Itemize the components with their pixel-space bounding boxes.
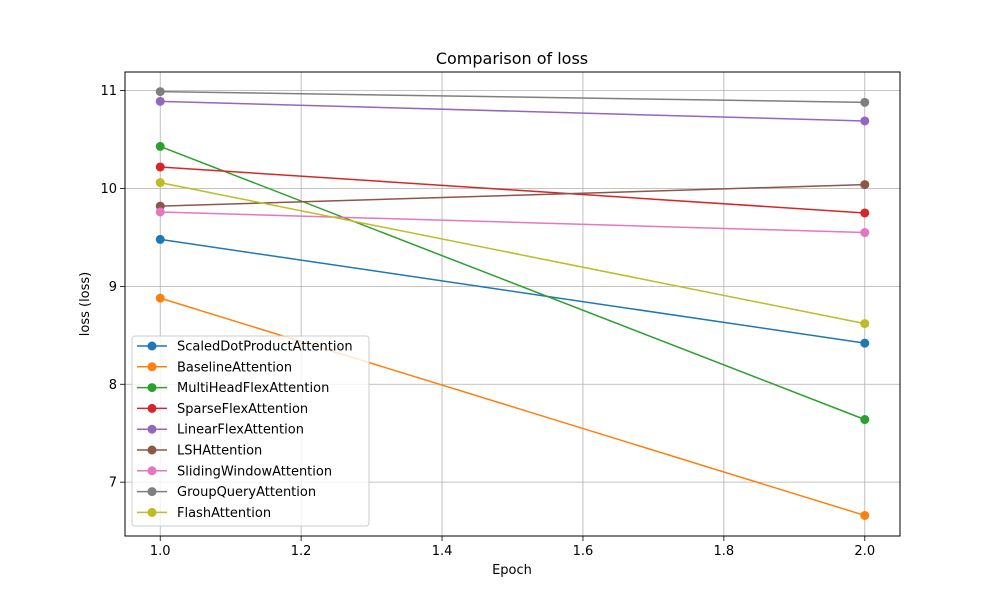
legend-item: GroupQueryAttention — [137, 485, 316, 500]
x-tick-label: 1.8 — [714, 544, 735, 559]
data-point — [155, 234, 165, 244]
data-point — [155, 141, 165, 151]
legend-swatch-marker — [147, 362, 157, 372]
data-point — [155, 178, 165, 188]
legend-label: SlidingWindowAttention — [177, 464, 332, 479]
series-lines — [155, 87, 870, 520]
series-8 — [155, 178, 870, 329]
legend-swatch-marker — [147, 403, 157, 413]
data-point — [860, 97, 870, 107]
series-7 — [155, 87, 870, 107]
data-point — [155, 96, 165, 106]
chart-title: Comparison of loss — [436, 49, 588, 68]
legend-swatch-marker — [147, 487, 157, 497]
series-2 — [155, 141, 870, 425]
legend-label: FlashAttention — [177, 506, 271, 521]
x-tick-label: 1.0 — [150, 544, 171, 559]
series-line — [160, 100, 865, 122]
x-tick-label: 2.0 — [854, 544, 875, 559]
legend-label: SparseFlexAttention — [177, 402, 308, 417]
data-point — [155, 87, 165, 97]
legend-item: SparseFlexAttention — [137, 402, 308, 417]
legend-swatch-marker — [147, 383, 157, 393]
legend-item: MultiHeadFlexAttention — [137, 381, 329, 396]
series-6 — [155, 207, 870, 238]
y-axis-ticks: 7 8 9 10 11 — [100, 84, 125, 491]
series-line — [160, 297, 865, 517]
y-tick-label: 8 — [109, 378, 117, 393]
legend-label: ScaledDotProductAttention — [177, 340, 353, 355]
legend: ScaledDotProductAttention BaselineAttenti… — [131, 335, 370, 527]
legend-swatch-marker — [147, 445, 157, 455]
legend-swatch-marker — [147, 341, 157, 351]
data-point — [155, 293, 165, 303]
legend-swatch-marker — [147, 424, 157, 434]
legend-label: LSHAttention — [177, 444, 262, 459]
data-point — [155, 207, 165, 217]
series-line — [160, 166, 865, 214]
plot-frame — [124, 71, 901, 537]
x-tick-label: 1.2 — [291, 544, 312, 559]
legend-item: ScaledDotProductAttention — [137, 340, 353, 355]
series-line — [160, 90, 865, 104]
y-tick-label: 11 — [100, 84, 117, 99]
x-tick-label: 1.4 — [432, 544, 453, 559]
series-line — [160, 238, 865, 344]
data-point — [860, 116, 870, 126]
series-3 — [155, 162, 870, 218]
data-point — [860, 228, 870, 238]
y-tick-label: 10 — [100, 182, 117, 197]
y-tick-label: 9 — [109, 280, 117, 295]
legend-label: GroupQueryAttention — [177, 485, 316, 500]
x-axis-label: Epoch — [492, 563, 532, 578]
data-point — [860, 510, 870, 520]
y-tick-label: 7 — [109, 476, 117, 491]
series-line — [160, 181, 865, 325]
legend-swatch-marker — [147, 466, 157, 476]
data-point — [155, 162, 165, 172]
legend-box — [131, 335, 370, 527]
series-1 — [155, 293, 870, 520]
legend-label: LinearFlexAttention — [177, 423, 304, 438]
data-point — [860, 180, 870, 190]
legend-item: LinearFlexAttention — [137, 423, 304, 438]
series-0 — [155, 234, 870, 348]
legend-item: SlidingWindowAttention — [137, 464, 332, 479]
series-line — [160, 211, 865, 234]
legend-label: MultiHeadFlexAttention — [177, 381, 329, 396]
legend-swatch-marker — [147, 507, 157, 517]
data-point — [860, 338, 870, 348]
legend-item: BaselineAttention — [137, 360, 292, 375]
y-axis-label: loss (loss) — [78, 272, 93, 337]
x-tick-label: 1.6 — [573, 544, 594, 559]
data-point — [860, 415, 870, 425]
legend-item: LSHAttention — [137, 444, 262, 459]
series-4 — [155, 96, 870, 126]
legend-item: FlashAttention — [137, 506, 271, 521]
data-point — [860, 208, 870, 218]
data-point — [860, 319, 870, 329]
x-axis-ticks: 1.0 1.2 1.4 1.6 1.8 2.0 — [150, 536, 875, 559]
legend-label: BaselineAttention — [177, 360, 292, 375]
series-line — [159, 145, 866, 421]
series-line — [160, 183, 865, 207]
